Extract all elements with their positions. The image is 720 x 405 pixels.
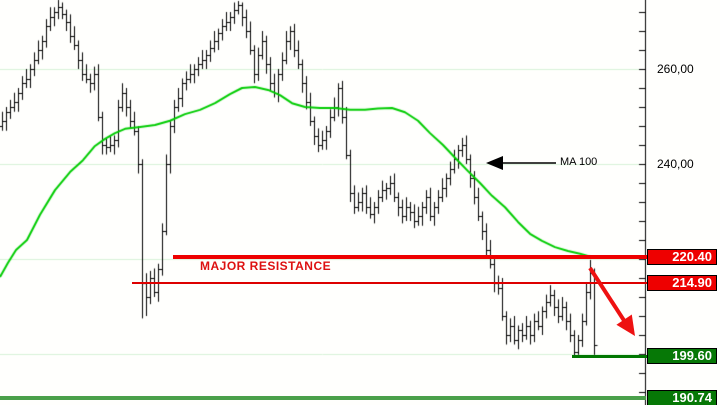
y-axis-label: 240,00 — [657, 157, 694, 171]
price-badge-support-2: 190.74 — [647, 390, 717, 405]
support-line[interactable] — [572, 355, 647, 358]
ma-100-label: MA 100 — [560, 156, 598, 168]
price-badge-support-1: 199.60 — [647, 348, 717, 364]
price-badge-resistance-2: 214.90 — [647, 275, 717, 291]
major-resistance-line[interactable] — [173, 255, 647, 259]
minor-resistance-line[interactable] — [132, 282, 647, 284]
major-resistance-label: MAJOR RESISTANCE — [200, 259, 332, 273]
lower-support-line[interactable] — [0, 396, 646, 400]
breakdown-arrow-icon[interactable] — [585, 262, 647, 348]
price-badge-resistance-1: 220.40 — [647, 249, 717, 265]
ma-pointer-arrow-icon — [486, 156, 556, 170]
y-axis-label: 260,00 — [657, 62, 694, 76]
